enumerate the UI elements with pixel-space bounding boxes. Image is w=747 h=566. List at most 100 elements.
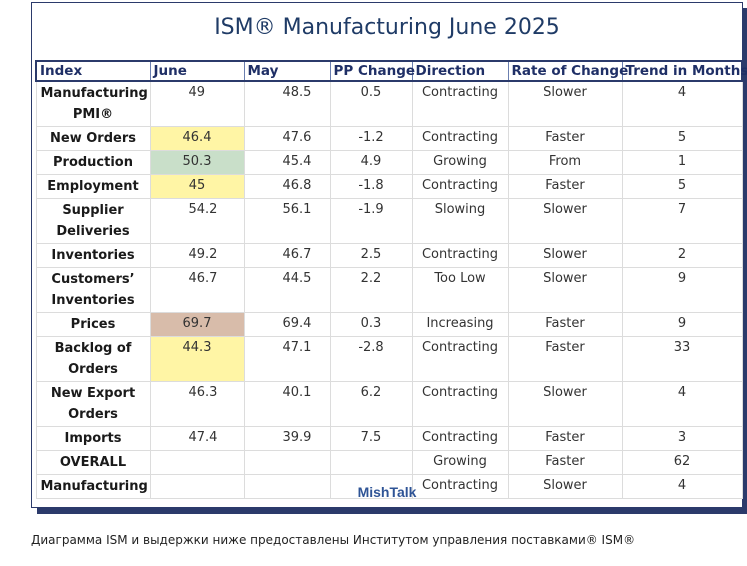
- header-june: June: [149, 60, 244, 82]
- cell-rate-of-change: Faster: [507, 450, 623, 475]
- cell-may: 47.6: [243, 126, 331, 151]
- cell-pp-change: 0.3: [329, 312, 413, 337]
- cell-index: New Orders: [35, 126, 151, 151]
- header-direction: Direction: [411, 60, 508, 82]
- cell-direction: Contracting: [411, 126, 509, 151]
- cell-june: 69.7: [149, 312, 245, 337]
- header-rate-of-change: Rate of Change: [507, 60, 628, 82]
- cell-direction: Too Low: [411, 267, 509, 313]
- table-row: New Orders 46.4 47.6 -1.2 Contracting Faster 5: [35, 126, 743, 151]
- cell-index: Inventories: [35, 243, 151, 268]
- table-row: Production 50.3 45.4 4.9 Growing From 1: [35, 150, 743, 175]
- cell-direction: Slowing: [411, 198, 509, 244]
- cell-direction: Contracting: [411, 426, 509, 451]
- cell-trend: 5: [621, 174, 743, 199]
- cell-pp-change: [329, 474, 413, 499]
- cell-pp-change: -2.8: [329, 336, 413, 382]
- table-row: Supplier Deliveries 54.2 56.1 -1.9 Slowing Sl…: [35, 198, 743, 244]
- cell-trend: 9: [621, 312, 743, 337]
- cell-index: OVERALL: [35, 450, 151, 475]
- cell-direction: Growing: [411, 150, 509, 175]
- table-row: Employment 45 46.8 -1.8 Contracting Faster 5: [35, 174, 743, 199]
- cell-pp-change: -1.8: [329, 174, 413, 199]
- cell-may: 46.8: [243, 174, 331, 199]
- caption-text: Диаграмма ISM и выдержки ниже предоставл…: [31, 533, 636, 547]
- cell-direction: Contracting: [411, 243, 509, 268]
- table-row: Inventories 49.2 46.7 2.5 Contracting Slower 2: [35, 243, 743, 268]
- cell-pp-change: 2.5: [329, 243, 413, 268]
- cell-may: 40.1: [243, 381, 331, 427]
- table-row: OVERALL Growing Faster 62: [35, 450, 743, 475]
- cell-trend: 33: [621, 336, 743, 382]
- header-pp-change: PP Change: [329, 60, 415, 82]
- header-index: Index: [35, 60, 150, 82]
- cell-may: 48.5: [243, 80, 331, 127]
- cell-rate-of-change: Faster: [507, 312, 623, 337]
- cell-june: 46.7: [149, 267, 245, 313]
- table-row: Customers’ Inventories 46.7 44.5 2.2 Too Low…: [35, 267, 743, 313]
- table-row: Manufacturing PMI® 49 48.5 0.5 Contracting Sl…: [35, 80, 743, 127]
- cell-may: 69.4: [243, 312, 331, 337]
- cell-rate-of-change: Slower: [507, 267, 623, 313]
- cell-june: 44.3: [149, 336, 245, 382]
- cell-may: [243, 474, 331, 499]
- mishtalk-credit: MishTalk: [357, 484, 417, 500]
- ism-table-card: ISM® Manufacturing June 2025 Index June …: [31, 2, 747, 508]
- table-row: Prices 69.7 69.4 0.3 Increasing Faster 9: [35, 312, 743, 337]
- cell-may: [243, 450, 331, 475]
- cell-pp-change: 0.5: [329, 80, 413, 127]
- cell-pp-change: [329, 450, 413, 475]
- cell-may: 46.7: [243, 243, 331, 268]
- cell-pp-change: 4.9: [329, 150, 413, 175]
- cell-trend: 3: [621, 426, 743, 451]
- cell-june: [149, 474, 245, 499]
- cell-rate-of-change: Faster: [507, 126, 623, 151]
- cell-direction: Contracting: [411, 336, 509, 382]
- cell-direction: Contracting: [411, 381, 509, 427]
- cell-may: 45.4: [243, 150, 331, 175]
- cell-june: 49: [149, 80, 245, 127]
- cell-trend: 4: [621, 381, 743, 427]
- cell-pp-change: -1.9: [329, 198, 413, 244]
- cell-june: 45: [149, 174, 245, 199]
- cell-index: Employment: [35, 174, 151, 199]
- cell-may: 39.9: [243, 426, 331, 451]
- cell-trend: 2: [621, 243, 743, 268]
- header-trend-in-months: Trend in Months: [621, 60, 747, 82]
- cell-index: New Export Orders: [35, 381, 151, 427]
- cell-trend: 5: [621, 126, 743, 151]
- cell-rate-of-change: Slower: [507, 198, 623, 244]
- cell-rate-of-change: Faster: [507, 174, 623, 199]
- cell-direction: Contracting: [411, 474, 509, 499]
- cell-june: 47.4: [149, 426, 245, 451]
- table-row: Imports 47.4 39.9 7.5 Contracting Faster 3: [35, 426, 743, 451]
- cell-rate-of-change: Slower: [507, 80, 623, 127]
- cell-direction: Contracting: [411, 80, 509, 127]
- cell-index: Supplier Deliveries: [35, 198, 151, 244]
- cell-index: Production: [35, 150, 151, 175]
- header-may: May: [243, 60, 330, 82]
- cell-pp-change: 7.5: [329, 426, 413, 451]
- cell-trend: 7: [621, 198, 743, 244]
- cell-pp-change: -1.2: [329, 126, 413, 151]
- cell-index: Customers’ Inventories: [35, 267, 151, 313]
- cell-direction: Contracting: [411, 174, 509, 199]
- table-row: Backlog of Orders 44.3 47.1 -2.8 Contracting…: [35, 336, 743, 382]
- table-body: Manufacturing PMI® 49 48.5 0.5 Contracting Sl…: [35, 80, 743, 499]
- cell-pp-change: 2.2: [329, 267, 413, 313]
- cell-trend: 4: [621, 474, 743, 499]
- ism-table: Index June May PP Change Direction Rate …: [35, 60, 747, 499]
- cell-rate-of-change: Slower: [507, 243, 623, 268]
- cell-june: 54.2: [149, 198, 245, 244]
- cell-rate-of-change: Faster: [507, 426, 623, 451]
- cell-index: Prices: [35, 312, 151, 337]
- cell-rate-of-change: Slower: [507, 474, 623, 499]
- cell-rate-of-change: Slower: [507, 381, 623, 427]
- cell-trend: 62: [621, 450, 743, 475]
- cell-index: Manufacturing: [35, 474, 151, 499]
- cell-trend: 9: [621, 267, 743, 313]
- table-title: ISM® Manufacturing June 2025: [214, 15, 560, 40]
- cell-index: Backlog of Orders: [35, 336, 151, 382]
- cell-direction: Increasing: [411, 312, 509, 337]
- cell-june: [149, 450, 245, 475]
